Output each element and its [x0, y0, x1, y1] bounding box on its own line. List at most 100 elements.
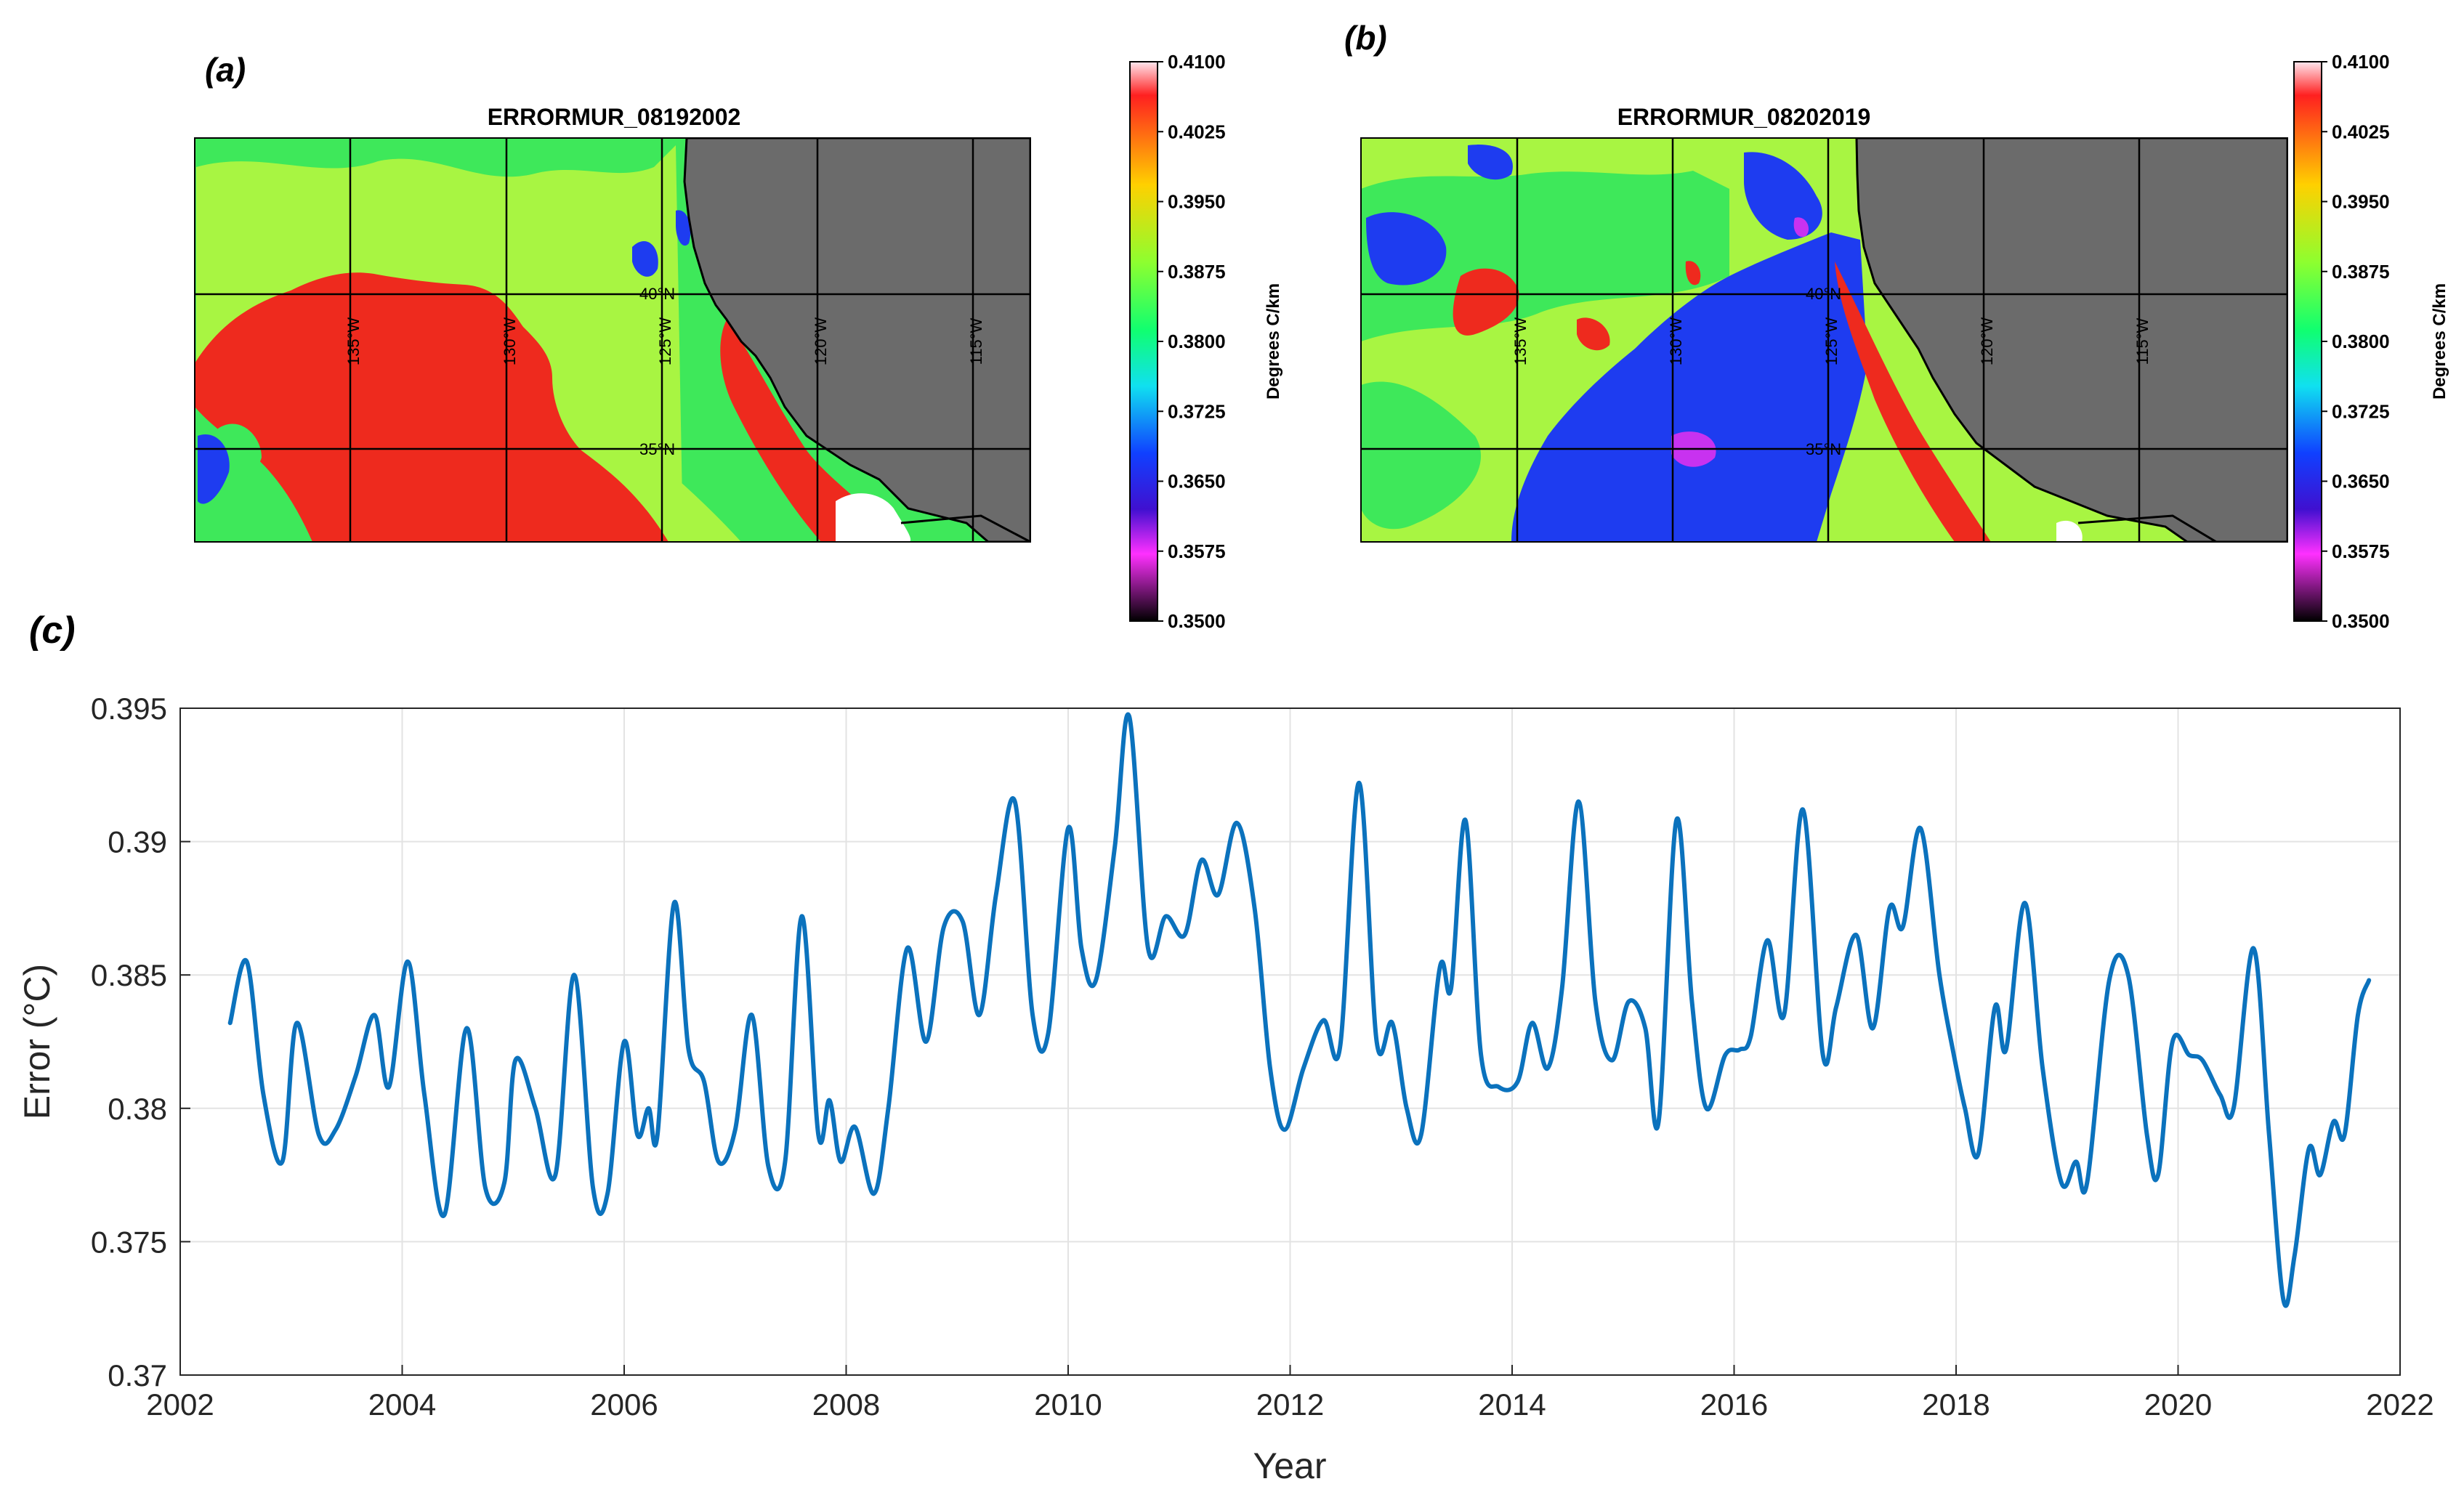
chart-x-tick-label: 2004 [368, 1387, 436, 1422]
colorbar-a-ticks: 0.4100 0.4025 0.3950 0.3875 0.3800 0.3725 0.36… [1158, 51, 1226, 632]
colorbar-a-tick-label: 0.3575 [1168, 540, 1226, 562]
colorbar-b-tick-label: 0.3875 [2332, 261, 2390, 283]
colorbar-b: 0.4100 0.4025 0.3950 0.3875 0.3800 0.3725 0.36… [2293, 51, 2449, 632]
colorbar-b-tick-label: 0.3950 [2332, 191, 2390, 213]
chart-x-tick-label: 2012 [1256, 1387, 1324, 1422]
colorbar-b-tick-label: 0.3650 [2332, 471, 2390, 492]
map-a-land [683, 138, 1030, 542]
chart-y-tick-label: 0.395 [91, 692, 167, 726]
map-b-lon-label: 125°W [1822, 317, 1841, 366]
colorbar-b-label: Degrees C/km [2430, 283, 2449, 400]
colorbar-a-tick-label: 0.3950 [1168, 191, 1226, 213]
colorbar-b-tick-label: 0.4100 [2332, 51, 2390, 73]
map-b-red-3 [1685, 261, 1701, 285]
map-b-lon-label: 115°W [2133, 317, 2152, 365]
map-b-blue-nc [1744, 152, 1822, 240]
map-b-white-patch [2056, 520, 2083, 542]
colorbar-b-tick-label: 0.3800 [2332, 331, 2390, 352]
chart-y-tick-label: 0.375 [91, 1225, 167, 1259]
map-a-blue-patch-2 [632, 240, 658, 277]
map-a-lon-label: 135°W [344, 317, 363, 366]
chart-x-tick-label: 2014 [1478, 1387, 1546, 1422]
map-b-blue-nw [1366, 212, 1447, 285]
map-a-red-region [195, 272, 668, 542]
colorbar-b-tick-label: 0.3500 [2332, 610, 2390, 632]
colorbar-b-ticks: 0.4100 0.4025 0.3950 0.3875 0.3800 0.3725 0.36… [2322, 51, 2390, 632]
map-b-lat-labels: 40°N 35°N [1806, 285, 1841, 458]
panel-b-map: 135°W 130°W 125°W 120°W 115°W 40°N 35°N [1361, 138, 2287, 542]
map-b-lon-labels: 135°W 130°W 125°W 120°W 115°W [1511, 317, 2152, 366]
map-a-lon-label: 125°W [656, 317, 674, 366]
chart-y-tick-label: 0.38 [108, 1092, 167, 1126]
panel-a-letter: (a) [205, 51, 246, 89]
chart-x-label: Year [1253, 1446, 1326, 1486]
colorbar-a-tick-label: 0.3725 [1168, 400, 1226, 422]
map-b-lat-label: 35°N [1806, 440, 1841, 458]
map-b-lon-label: 135°W [1511, 317, 1530, 366]
colorbar-a-ramp [1129, 61, 1158, 622]
colorbar-a-tick-label: 0.4100 [1168, 51, 1226, 73]
map-a-lon-label: 130°W [501, 317, 519, 366]
map-b-blue-n [1468, 145, 1513, 180]
colorbar-b-tick-label: 0.3575 [2332, 540, 2390, 562]
map-a-lat-label: 40°N [639, 285, 675, 303]
chart-series-line [227, 712, 2372, 1308]
colorbar-b-tick-label: 0.4025 [2332, 121, 2390, 142]
chart-x-ticks: 2002 2004 2006 2008 2010 2012 2014 2016 2018 2020… [146, 1365, 2434, 1422]
map-a-lat-label: 35°N [639, 440, 675, 458]
map-a-lon-labels: 135°W 130°W 125°W 120°W 115°W [344, 317, 985, 366]
map-a-lon-label: 120°W [812, 317, 830, 366]
chart-x-tick-label: 2008 [812, 1387, 880, 1422]
chart-x-tick-label: 2022 [2366, 1387, 2433, 1422]
map-b-land [1855, 138, 2287, 542]
panel-a-map: 135°W 130°W 125°W 120°W 115°W 40°N 35°N [195, 138, 1030, 542]
colorbar-a-tick-label: 0.4025 [1168, 121, 1226, 142]
map-b-red-1 [1453, 268, 1519, 336]
chart-y-tick-label: 0.39 [108, 825, 167, 859]
chart-y-label: Error (°C) [17, 964, 57, 1119]
chart-y-ticks: 0.37 0.375 0.38 0.385 0.39 0.395 [91, 692, 190, 1392]
chart-y-tick-label: 0.37 [108, 1358, 167, 1392]
colorbar-a-label: Degrees C/km [1264, 283, 1283, 400]
chart-x-tick-label: 2006 [590, 1387, 658, 1422]
panel-c-letter: (c) [29, 609, 76, 652]
map-a-blue-patch-1 [198, 434, 230, 504]
chart-x-tick-label: 2010 [1034, 1387, 1102, 1422]
map-b-blue-main [1511, 232, 1867, 542]
map-a-white-patch [836, 493, 911, 542]
chart-x-tick-label: 2018 [1922, 1387, 1990, 1422]
map-a-blue-patch-3 [676, 210, 691, 246]
map-a-graticule [195, 138, 1030, 542]
panel-a-frame [194, 137, 1031, 543]
panel-b-frame [1360, 137, 2288, 543]
map-b-lon-label: 120°W [1978, 317, 1996, 366]
colorbar-b-ramp [2293, 61, 2322, 622]
map-a-lon-label: 115°W [967, 317, 985, 365]
panel-b-title: ERRORMUR_08202019 [1617, 104, 1871, 130]
map-a-red-strip [720, 320, 901, 542]
colorbar-a-tick-label: 0.3875 [1168, 261, 1226, 283]
colorbar-a-tick-label: 0.3500 [1168, 610, 1226, 632]
map-b-red-2 [1577, 317, 1610, 351]
map-b-lat-label: 40°N [1806, 285, 1841, 303]
map-b-green-region-2 [1361, 381, 1482, 530]
colorbar-a-tick-label: 0.3650 [1168, 471, 1226, 492]
map-b-green-region-1 [1361, 171, 1729, 341]
map-b-magenta-2 [1793, 217, 1809, 238]
panel-b: (b) ERRORMUR_08202019 [1344, 19, 2288, 543]
panel-a-title: ERRORMUR_08192002 [488, 104, 741, 130]
map-b-graticule [1361, 138, 2287, 542]
panel-a: (a) ERRORMUR_08192002 [194, 51, 1031, 543]
panel-c: (c) 0.37 0.375 0.38 0.385 0.39 0.395 2002 2004… [17, 609, 2434, 1486]
map-a-border-line [900, 514, 1030, 542]
panel-b-letter: (b) [1344, 19, 1387, 57]
colorbar-a: 0.4100 0.4025 0.3950 0.3875 0.3800 0.3725 0.36… [1129, 51, 1283, 632]
colorbar-a-tick-label: 0.3800 [1168, 331, 1226, 352]
chart-x-tick-label: 2020 [2144, 1387, 2212, 1422]
colorbar-b-tick-label: 0.3725 [2332, 400, 2390, 422]
map-b-lon-label: 130°W [1667, 317, 1685, 366]
chart-x-tick-label: 2016 [1700, 1387, 1768, 1422]
chart-axes-box [179, 708, 2401, 1376]
chart-x-tick-label: 2002 [146, 1387, 214, 1422]
